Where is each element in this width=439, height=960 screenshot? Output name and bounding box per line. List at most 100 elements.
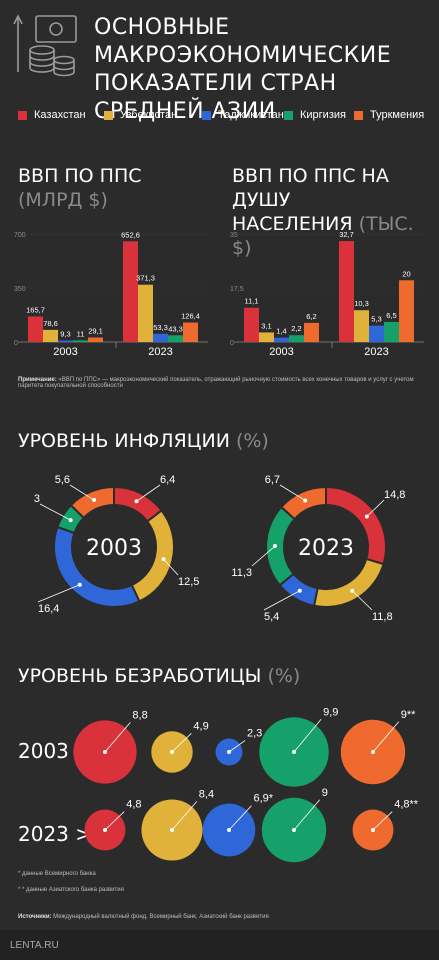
bar <box>28 316 43 342</box>
unemployment-row-label-2023: 2023 > <box>18 822 93 846</box>
bar-value-label: 29,1 <box>88 327 103 336</box>
bar-value-label: 53,3 <box>153 323 168 332</box>
leader-line <box>171 732 192 753</box>
bubble-value-label: 8,4 <box>199 788 214 800</box>
bar <box>339 241 354 342</box>
bar <box>168 335 183 342</box>
bar-value-label: 43,3 <box>168 324 183 333</box>
bar <box>354 310 369 342</box>
bar <box>88 337 103 342</box>
legend-swatch <box>202 110 211 120</box>
bar <box>43 329 58 342</box>
leader-line <box>171 801 198 831</box>
leader-line <box>104 722 131 753</box>
bubble-value-label: 9** <box>401 709 416 721</box>
y-tick-label: 0 <box>14 340 18 347</box>
unemployment-bubble-chart: 8,8 4,8 4,9 8,4 2,3 6,9* 9,9 9 9** 4,8** <box>73 706 419 863</box>
gdp-note-text: «ВВП по ППС» — макроэкономический показа… <box>18 377 414 389</box>
bar-value-label: 652,6 <box>121 230 140 239</box>
bubble-value-label: 2,3 <box>247 728 262 740</box>
donut-center-label: 2003 <box>86 536 142 561</box>
legend-label: Узбекистан <box>120 109 178 121</box>
bar-value-label: 10,3 <box>354 299 369 308</box>
inflation-title: УРОВЕНЬ ИНФЛЯЦИИ (%) <box>18 429 418 453</box>
bar <box>183 322 198 342</box>
title-line-1: ОСНОВНЫЕ МАКРОЭКОНОМИЧЕСКИЕ <box>94 15 392 68</box>
legend-item-tajikistan: Таджикистан <box>202 106 284 124</box>
slice-value-label: 16,4 <box>38 603 59 615</box>
brand-link[interactable]: LENTA.RU <box>10 940 59 951</box>
legend-swatch <box>104 110 113 120</box>
gdp-unit: (МЛРД $) <box>18 189 108 211</box>
money-growth-icon <box>13 14 77 77</box>
bar-value-label: 165,7 <box>26 305 45 314</box>
leader-line <box>372 811 393 831</box>
bar <box>58 340 73 342</box>
bar-value-label: 371,3 <box>136 274 155 283</box>
legend-item-turkmenistan: Туркмения <box>354 106 424 124</box>
slice-value-label: 5,4 <box>264 611 279 623</box>
sources-label: Источники: <box>18 914 52 920</box>
unemployment-unit: (%) <box>267 665 301 687</box>
slice-value-label: 5,6 <box>55 474 70 486</box>
legend: Казахстан Узбекистан Таджикистан Киргизи… <box>18 106 438 124</box>
gdp-title-line: ВВП ПО ППС <box>18 165 142 187</box>
gdp-note: Примечание: «ВВП по ППС» — макроэкономич… <box>18 377 428 389</box>
bar-value-label: 126,4 <box>181 311 200 320</box>
gdp-pc-title: ВВП ПО ППС НА ДУШУ НАСЕЛЕНИЯ (ТЫС. $) <box>232 164 437 260</box>
leader-line <box>136 484 161 502</box>
bar-value-label: 9,3 <box>60 330 70 339</box>
bar <box>138 284 153 342</box>
bubble-value-label: 4,9 <box>193 720 208 732</box>
bar <box>73 340 88 342</box>
bubble-value-label: 9,9 <box>323 706 338 718</box>
leader-line <box>372 721 400 753</box>
bar-value-label: 6,5 <box>386 311 396 320</box>
bubble-value-label: 8,8 <box>132 709 147 721</box>
bar <box>384 321 399 342</box>
gdp-note-label: Примечание: <box>18 377 57 383</box>
y-tick-label: 350 <box>14 286 26 293</box>
footnote-adb: * * данные Азиатского банка развития <box>18 887 124 893</box>
x-category-label: 2003 <box>53 346 77 358</box>
bar-value-label: 32,7 <box>339 230 354 239</box>
title-line-2: ПОКАЗАТЕЛИ СТРАН СРЕДНЕЙ АЗИИ <box>94 71 337 124</box>
legend-label: Туркмения <box>370 109 425 121</box>
slice-value-label: 12,5 <box>178 576 199 588</box>
bubble-value-label: 9 <box>322 787 328 799</box>
leader-line <box>69 484 95 501</box>
bar <box>289 335 304 342</box>
bar <box>244 307 259 342</box>
bar-value-label: 6,2 <box>306 312 316 321</box>
leader-line <box>228 740 246 753</box>
leader-line <box>351 590 373 611</box>
leader-line <box>39 503 71 521</box>
unemployment-title: УРОВЕНЬ БЕЗРАБОТИЦЫ (%) <box>18 664 418 688</box>
bar-value-label: 3,1 <box>261 321 271 330</box>
donut-slice <box>69 485 115 520</box>
leader-line <box>293 799 321 831</box>
y-tick-label: 17,5 <box>230 286 244 293</box>
sources-text: Международный валютный фонд, Всемирный б… <box>51 914 269 920</box>
donut-slice <box>312 557 385 608</box>
y-tick-label: 35 <box>230 232 238 239</box>
bubble-value-label: 4,8** <box>394 799 419 811</box>
bubble-value-label: 6,9* <box>253 793 273 805</box>
legend-item-kazakhstan: Казахстан <box>18 106 86 124</box>
donut-slice <box>279 485 327 521</box>
legend-label: Таджикистан <box>218 109 284 121</box>
legend-swatch <box>18 110 27 120</box>
y-tick-label: 700 <box>14 232 26 239</box>
leader-line <box>163 558 179 576</box>
leader-line <box>279 484 306 501</box>
bar-value-label: 11,1 <box>244 297 258 306</box>
gdp-title: ВВП ПО ППС (МЛРД $) <box>18 164 218 212</box>
x-category-label: 2003 <box>269 346 293 358</box>
bar <box>369 325 384 342</box>
sources: Источники: Международный валютный фонд, … <box>18 914 428 920</box>
slice-value-label: 6,4 <box>160 474 175 486</box>
legend-label: Киргизия <box>300 109 346 121</box>
x-category-label: 2023 <box>148 346 172 358</box>
leader-line <box>37 584 80 603</box>
